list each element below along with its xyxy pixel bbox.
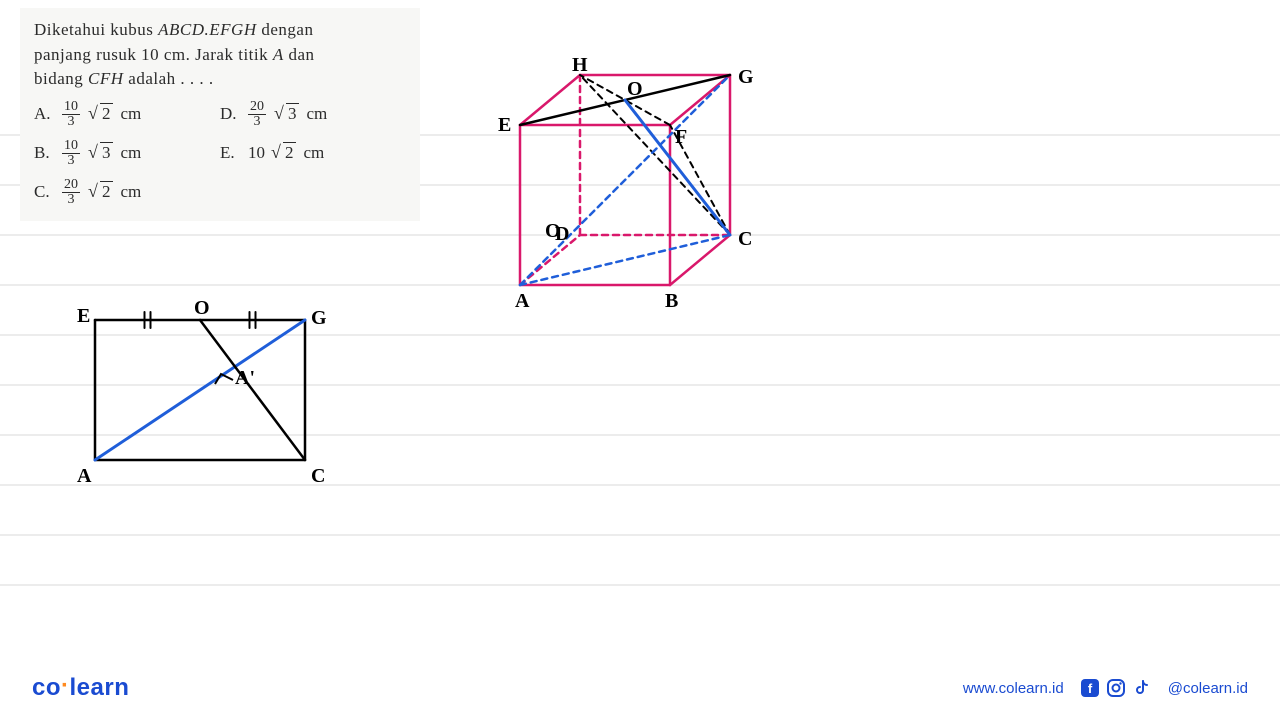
svg-text:C: C — [738, 228, 752, 250]
svg-text:E: E — [77, 305, 90, 327]
q-l3-em: CFH — [88, 69, 124, 88]
question-text: Diketahui kubus ABCD.EFGH dengan panjang… — [34, 18, 406, 92]
q-l3-pre: bidang — [34, 69, 88, 88]
q-l2-pre: panjang rusuk 10 cm. Jarak titik — [34, 45, 273, 64]
option-a: A. 10 3 2 cm — [34, 100, 220, 129]
option-c-unit: cm — [121, 182, 142, 202]
cube-diagram: ABCDEFGHOO — [470, 55, 790, 335]
option-b-sqrt: 3 — [90, 143, 113, 163]
q-l1-pre: Diketahui kubus — [34, 20, 158, 39]
logo-co: co — [32, 674, 61, 701]
brand-logo: co·learn — [32, 674, 129, 702]
tiktok-icon — [1132, 678, 1152, 698]
logo-dot: · — [61, 672, 70, 699]
answer-options: A. 10 3 2 cm D. 20 3 3 cm B. 10 3 3 — [34, 100, 406, 207]
option-e-unit: cm — [304, 143, 325, 163]
option-d-unit: cm — [307, 104, 328, 124]
option-c: C. 20 3 2 cm — [34, 178, 220, 207]
option-e: E. 10 2 cm — [220, 139, 406, 168]
option-a-sqrt: 2 — [90, 104, 113, 124]
svg-text:G: G — [311, 307, 327, 329]
svg-text:O: O — [194, 300, 210, 319]
option-d: D. 20 3 3 cm — [220, 100, 406, 129]
rectangle-diagram: E O G A C A' — [75, 300, 355, 520]
svg-text:A: A — [515, 290, 530, 312]
option-b-unit: cm — [121, 143, 142, 163]
option-a-unit: cm — [121, 104, 142, 124]
svg-text:G: G — [738, 66, 754, 88]
option-e-coef: 10 — [248, 143, 265, 163]
logo-learn: learn — [70, 674, 130, 701]
option-a-label: A. — [34, 104, 54, 124]
instagram-icon — [1106, 678, 1126, 698]
footer: co·learn www.colearn.id f @colearn.id — [0, 674, 1280, 702]
option-e-label: E. — [220, 143, 240, 163]
option-c-sqrt: 2 — [90, 182, 113, 202]
q-l2-em: A — [273, 45, 284, 64]
question-panel: Diketahui kubus ABCD.EFGH dengan panjang… — [20, 8, 420, 221]
social-icons: f — [1080, 678, 1152, 698]
q-l1-em: ABCD.EFGH — [158, 20, 256, 39]
option-b-label: B. — [34, 143, 54, 163]
q-l3-post: adalah . . . . — [124, 69, 214, 88]
option-a-frac: 10 3 — [62, 100, 80, 129]
footer-handle: @colearn.id — [1168, 680, 1248, 697]
svg-text:O: O — [545, 220, 561, 242]
svg-text:A': A' — [235, 367, 255, 389]
option-b: B. 10 3 3 cm — [34, 139, 220, 168]
q-l1-post: dengan — [257, 20, 314, 39]
svg-text:f: f — [1088, 681, 1093, 696]
option-d-sqrt: 3 — [276, 104, 299, 124]
option-c-frac: 20 3 — [62, 178, 80, 207]
svg-text:B: B — [665, 290, 678, 312]
option-b-frac: 10 3 — [62, 139, 80, 168]
option-d-frac: 20 3 — [248, 100, 266, 129]
footer-url: www.colearn.id — [963, 680, 1064, 697]
svg-text:F: F — [675, 126, 687, 148]
option-c-label: C. — [34, 182, 54, 202]
svg-text:H: H — [572, 55, 588, 76]
option-e-sqrt: 2 — [273, 143, 296, 163]
svg-text:E: E — [498, 114, 511, 136]
svg-text:O: O — [627, 78, 643, 100]
q-l2-post: dan — [284, 45, 315, 64]
footer-right: www.colearn.id f @colearn.id — [963, 678, 1248, 698]
svg-text:A: A — [77, 465, 92, 487]
option-d-label: D. — [220, 104, 240, 124]
svg-text:C: C — [311, 465, 325, 487]
facebook-icon: f — [1080, 678, 1100, 698]
